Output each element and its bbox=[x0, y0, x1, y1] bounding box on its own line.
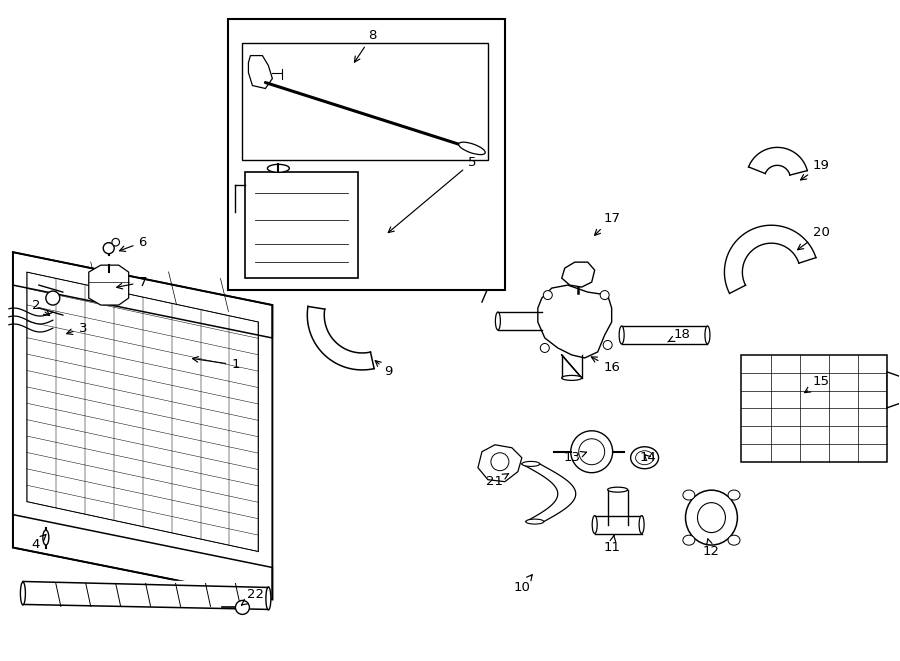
Polygon shape bbox=[478, 445, 522, 482]
Polygon shape bbox=[242, 42, 488, 161]
Ellipse shape bbox=[267, 165, 289, 173]
Ellipse shape bbox=[459, 142, 485, 155]
Polygon shape bbox=[724, 225, 816, 293]
Text: 16: 16 bbox=[591, 357, 620, 374]
Polygon shape bbox=[742, 355, 887, 462]
Text: 20: 20 bbox=[797, 225, 830, 250]
Polygon shape bbox=[89, 265, 129, 305]
Polygon shape bbox=[246, 173, 358, 278]
Circle shape bbox=[236, 600, 249, 615]
Ellipse shape bbox=[698, 502, 725, 533]
Text: 8: 8 bbox=[355, 29, 376, 62]
Ellipse shape bbox=[522, 461, 540, 467]
Text: 14: 14 bbox=[639, 451, 656, 464]
Polygon shape bbox=[307, 307, 374, 370]
Polygon shape bbox=[229, 19, 505, 290]
Polygon shape bbox=[562, 262, 595, 287]
Ellipse shape bbox=[639, 516, 644, 533]
Text: 4: 4 bbox=[32, 535, 46, 551]
Ellipse shape bbox=[686, 490, 737, 545]
Ellipse shape bbox=[631, 447, 659, 469]
Ellipse shape bbox=[619, 326, 624, 344]
Ellipse shape bbox=[683, 535, 695, 545]
Text: 13: 13 bbox=[563, 451, 587, 464]
Circle shape bbox=[46, 291, 59, 305]
Ellipse shape bbox=[635, 451, 653, 465]
Text: 9: 9 bbox=[375, 361, 392, 378]
Text: 1: 1 bbox=[193, 357, 239, 371]
Ellipse shape bbox=[728, 535, 740, 545]
Circle shape bbox=[540, 344, 549, 352]
Polygon shape bbox=[248, 56, 273, 89]
Text: 10: 10 bbox=[513, 574, 532, 594]
Ellipse shape bbox=[266, 587, 271, 610]
Ellipse shape bbox=[562, 375, 581, 380]
Text: 11: 11 bbox=[603, 535, 620, 554]
Ellipse shape bbox=[608, 487, 627, 492]
Circle shape bbox=[491, 453, 508, 471]
Text: 22: 22 bbox=[241, 588, 264, 605]
Circle shape bbox=[104, 243, 114, 254]
Text: 12: 12 bbox=[703, 539, 720, 558]
Text: 19: 19 bbox=[801, 159, 830, 180]
Text: 7: 7 bbox=[117, 276, 147, 289]
Text: 6: 6 bbox=[120, 236, 147, 251]
Polygon shape bbox=[749, 147, 807, 175]
Circle shape bbox=[603, 340, 612, 350]
Circle shape bbox=[112, 239, 120, 246]
Polygon shape bbox=[538, 285, 612, 358]
Text: 18: 18 bbox=[668, 329, 690, 342]
Text: 17: 17 bbox=[595, 212, 620, 235]
Ellipse shape bbox=[43, 530, 49, 545]
Circle shape bbox=[544, 291, 553, 299]
Ellipse shape bbox=[728, 490, 740, 500]
Ellipse shape bbox=[705, 326, 710, 344]
Polygon shape bbox=[13, 252, 273, 600]
Ellipse shape bbox=[526, 519, 544, 524]
Text: 3: 3 bbox=[67, 321, 87, 334]
Polygon shape bbox=[887, 372, 900, 408]
Ellipse shape bbox=[683, 490, 695, 500]
Text: 21: 21 bbox=[486, 473, 508, 488]
Circle shape bbox=[571, 431, 613, 473]
Text: 5: 5 bbox=[388, 156, 476, 233]
Circle shape bbox=[600, 291, 609, 299]
Ellipse shape bbox=[21, 582, 25, 605]
Ellipse shape bbox=[495, 312, 500, 330]
Text: 2: 2 bbox=[32, 299, 50, 315]
Text: 15: 15 bbox=[805, 375, 830, 393]
Ellipse shape bbox=[592, 516, 598, 533]
